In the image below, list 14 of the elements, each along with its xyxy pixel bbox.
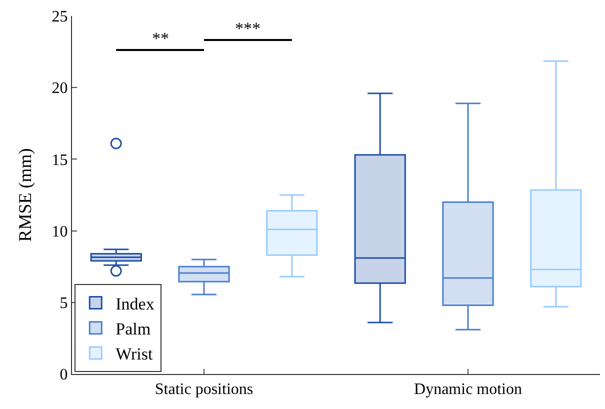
y-tick-label: 25 — [52, 8, 68, 26]
y-tick-label: 0 — [60, 366, 68, 384]
y-tick-label: 5 — [60, 295, 68, 312]
x-tick-label: Static positions — [154, 381, 254, 398]
y-axis-title: RMSE (mm) — [15, 148, 35, 242]
y-tick-label: 10 — [52, 223, 68, 240]
annotation: *** — [235, 19, 260, 38]
legend-label: Index — [116, 294, 155, 314]
x-tick-label: Dynamic motion — [414, 381, 522, 398]
annotation: ** — [152, 29, 169, 48]
y-tick-label: 15 — [52, 152, 68, 169]
legend-label: Palm — [116, 319, 151, 338]
y-tick-label: 20 — [52, 80, 68, 98]
legend-label: Wrist — [116, 344, 154, 364]
